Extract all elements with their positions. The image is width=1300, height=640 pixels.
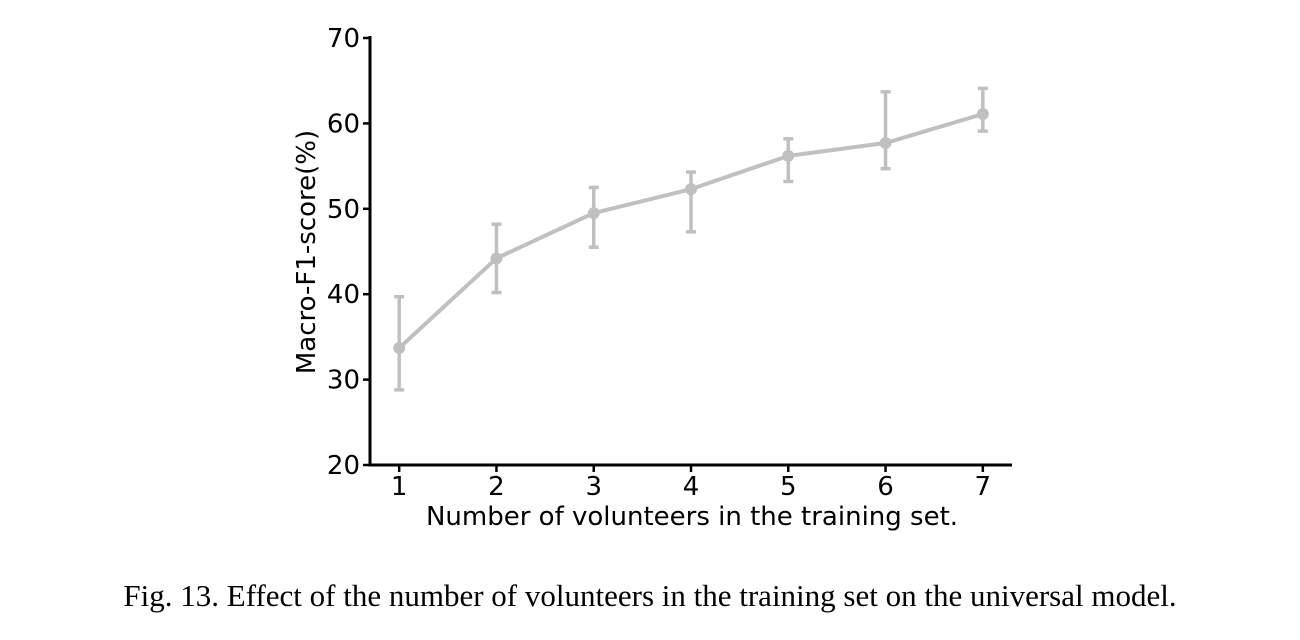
figure-caption: Fig. 13. Effect of the number of volunte… xyxy=(123,578,1177,613)
y-tick-label: 30 xyxy=(327,366,360,396)
x-tick-label: 5 xyxy=(780,472,797,502)
x-tick-label: 7 xyxy=(975,472,992,502)
axes xyxy=(368,36,1012,467)
data-point xyxy=(490,252,503,265)
chart: 20 30 40 50 60 70 1 2 3 4 5 6 7 Number of volunteers… xyxy=(292,24,1012,532)
y-tick-label: 50 xyxy=(327,195,360,225)
data-point xyxy=(782,149,795,162)
ticks: 20 30 40 50 60 70 1 2 3 4 5 6 7 xyxy=(327,24,991,502)
y-axis-label: Macro-F1-score(%) xyxy=(292,130,322,374)
y-tick-label: 70 xyxy=(327,24,360,54)
x-tick-label: 4 xyxy=(683,472,700,502)
data-point xyxy=(976,108,989,121)
x-tick-label: 6 xyxy=(877,472,894,502)
data-point xyxy=(393,342,406,355)
y-tick-label: 60 xyxy=(327,109,360,139)
data-point xyxy=(587,207,600,220)
x-tick-label: 3 xyxy=(585,472,602,502)
x-axis-label: Number of volunteers in the training set… xyxy=(426,502,958,532)
series-marks xyxy=(393,86,989,392)
x-tick-label: 1 xyxy=(391,472,408,502)
data-point xyxy=(685,183,697,196)
x-tick-label: 2 xyxy=(488,472,505,502)
y-tick-label: 40 xyxy=(327,280,360,310)
y-tick-label: 20 xyxy=(327,451,360,481)
data-point xyxy=(879,137,892,150)
